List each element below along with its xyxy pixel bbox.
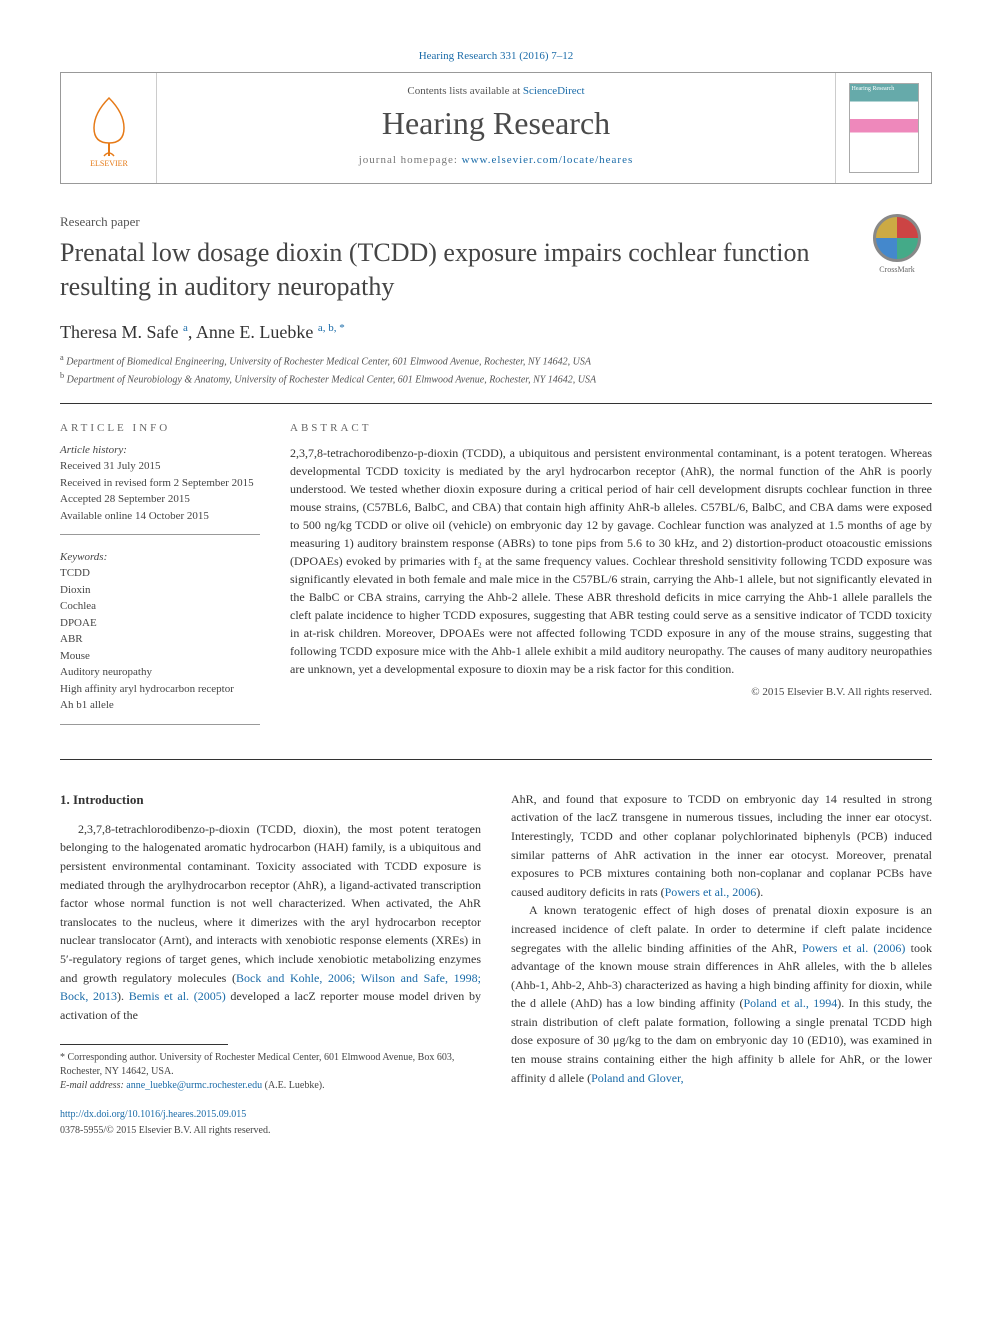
keywords-label: Keywords: — [60, 551, 260, 563]
keyword: Auditory neuropathy — [60, 664, 260, 681]
article-info-sidebar: ARTICLE INFO Article history: Received 3… — [60, 422, 260, 741]
body-paragraph: AhR, and found that exposure to TCDD on … — [511, 790, 932, 902]
citation-link[interactable]: Poland et al., 1994 — [743, 996, 837, 1010]
article-info-heading: ARTICLE INFO — [60, 422, 260, 434]
separator — [60, 403, 932, 404]
keyword: Ah b1 allele — [60, 697, 260, 714]
history-item: Received 31 July 2015 — [60, 458, 260, 475]
author-name: Theresa M. Safe — [60, 322, 178, 342]
email-link[interactable]: anne_luebke@urmc.rochester.edu — [126, 1080, 262, 1091]
body-column-left: 1. Introduction 2,3,7,8-tetrachlorodiben… — [60, 790, 481, 1139]
cover-thumb-cell — [836, 73, 931, 183]
citation-link[interactable]: Poland and Glover, — [591, 1071, 684, 1085]
history-item: Received in revised form 2 September 201… — [60, 475, 260, 492]
corresponding-author-footnote: * Corresponding author. University of Ro… — [60, 1051, 481, 1079]
journal-homepage: journal homepage: www.elsevier.com/locat… — [167, 154, 825, 166]
citation-line: Hearing Research 331 (2016) 7–12 — [60, 50, 932, 62]
keyword: ABR — [60, 631, 260, 648]
article-title: Prenatal low dosage dioxin (TCDD) exposu… — [60, 236, 820, 304]
history-item: Available online 14 October 2015 — [60, 508, 260, 525]
paper-type: Research paper — [60, 214, 932, 230]
journal-cover-thumbnail — [849, 83, 919, 173]
contents-available: Contents lists available at ScienceDirec… — [167, 85, 825, 97]
citation-link[interactable]: Powers et al., 2006 — [665, 885, 757, 899]
homepage-link[interactable]: www.elsevier.com/locate/heares — [462, 154, 634, 166]
author-affil-mark: a, b, * — [318, 322, 345, 334]
author-affil-mark: a — [183, 322, 188, 334]
crossmark-badge[interactable]: CrossMark — [862, 214, 932, 284]
separator — [60, 759, 932, 760]
section-heading: 1. Introduction — [60, 790, 481, 810]
abstract-copyright: © 2015 Elsevier B.V. All rights reserved… — [290, 686, 932, 698]
issn-copyright: 0378-5955/© 2015 Elsevier B.V. All right… — [60, 1123, 481, 1139]
email-footnote: E-mail address: anne_luebke@urmc.rochest… — [60, 1079, 481, 1093]
affiliation: b Department of Neurobiology & Anatomy, … — [60, 371, 932, 385]
citation-link[interactable]: Powers et al. (2006) — [802, 941, 905, 955]
keyword: TCDD — [60, 565, 260, 582]
body-paragraph: A known teratogenic effect of high doses… — [511, 901, 932, 1087]
svg-text:ELSEVIER: ELSEVIER — [90, 159, 128, 168]
crossmark-label: CrossMark — [879, 265, 915, 274]
keyword: Cochlea — [60, 598, 260, 615]
history-label: Article history: — [60, 444, 260, 456]
author-list: Theresa M. Safe a, Anne E. Luebke a, b, … — [60, 322, 932, 343]
abstract-heading: ABSTRACT — [290, 422, 932, 434]
footnote-separator — [60, 1044, 228, 1045]
keyword: High affinity aryl hydrocarbon receptor — [60, 681, 260, 698]
crossmark-icon — [873, 214, 921, 262]
sciencedirect-link[interactable]: ScienceDirect — [523, 85, 585, 97]
elsevier-tree-logo: ELSEVIER — [74, 88, 144, 168]
abstract-text: 2,3,7,8-tetrachorodibenzo-p-dioxin (TCDD… — [290, 444, 932, 678]
journal-header: ELSEVIER Contents lists available at Sci… — [60, 72, 932, 184]
keyword: DPOAE — [60, 615, 260, 632]
citation-link[interactable]: Bemis et al. (2005) — [129, 989, 226, 1003]
publisher-logo-cell: ELSEVIER — [61, 73, 156, 183]
body-column-right: AhR, and found that exposure to TCDD on … — [511, 790, 932, 1139]
doi-link[interactable]: http://dx.doi.org/10.1016/j.heares.2015.… — [60, 1107, 481, 1123]
keyword: Dioxin — [60, 582, 260, 599]
keyword: Mouse — [60, 648, 260, 665]
affiliation: a Department of Biomedical Engineering, … — [60, 353, 932, 367]
history-item: Accepted 28 September 2015 — [60, 491, 260, 508]
author-name: Anne E. Luebke — [196, 322, 313, 342]
journal-name: Hearing Research — [167, 105, 825, 142]
keywords-list: TCDD Dioxin Cochlea DPOAE ABR Mouse Audi… — [60, 565, 260, 714]
abstract-column: ABSTRACT 2,3,7,8-tetrachorodibenzo-p-dio… — [290, 422, 932, 741]
body-paragraph: 2,3,7,8-tetrachlorodibenzo-p-dioxin (TCD… — [60, 820, 481, 1025]
